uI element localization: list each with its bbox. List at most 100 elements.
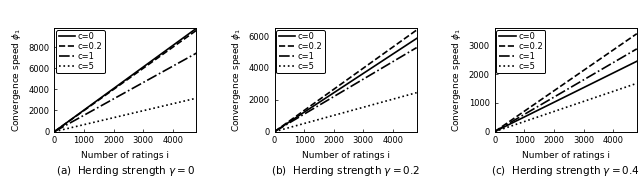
c=0.2 <box>506 121 513 123</box>
c=0.2 <box>108 89 116 92</box>
c=5 <box>604 92 612 94</box>
c=0.2 <box>368 61 376 63</box>
c=5 <box>588 97 596 100</box>
c=5 <box>491 130 499 133</box>
Line: c=5: c=5 <box>54 98 196 132</box>
c=5 <box>148 108 156 110</box>
c=0.2 <box>161 52 169 54</box>
c=5 <box>384 99 392 102</box>
c=0 <box>381 58 389 60</box>
c=1 <box>193 52 200 54</box>
c=5 <box>113 116 121 118</box>
c=0 <box>285 121 293 123</box>
c=1 <box>633 48 640 50</box>
c=5 <box>368 104 376 106</box>
Text: (c)  Herding strength $\gamma = 0.4$: (c) Herding strength $\gamma = 0.4$ <box>492 164 640 178</box>
c=1 <box>602 66 609 68</box>
X-axis label: Number of ratings i: Number of ratings i <box>522 151 610 160</box>
Line: c=1: c=1 <box>54 53 196 132</box>
c=1 <box>108 99 116 101</box>
c=0 <box>491 130 499 133</box>
c=0.2 <box>65 120 73 122</box>
Line: c=5: c=5 <box>275 93 417 132</box>
c=0 <box>384 56 392 58</box>
c=1 <box>604 64 612 67</box>
c=0 <box>604 74 612 77</box>
c=0.2 <box>604 52 612 55</box>
c=0 <box>65 120 73 122</box>
c=1 <box>271 130 278 133</box>
c=0.2 <box>633 33 640 35</box>
c=1 <box>381 65 389 67</box>
c=5 <box>164 104 172 106</box>
c=1 <box>548 97 556 99</box>
Line: c=0.2: c=0.2 <box>495 34 637 132</box>
Legend: c=0, c=0.2, c=1, c=5: c=0, c=0.2, c=1, c=5 <box>276 30 325 73</box>
Y-axis label: Convergence speed $\phi_1$: Convergence speed $\phi_1$ <box>230 28 243 132</box>
c=0 <box>368 67 376 69</box>
c=1 <box>113 96 121 98</box>
c=1 <box>506 122 513 124</box>
c=0 <box>161 50 169 52</box>
c=0 <box>271 130 278 133</box>
Y-axis label: Convergence speed $\phi_1$: Convergence speed $\phi_1$ <box>450 28 463 132</box>
c=0.2 <box>113 86 121 88</box>
c=5 <box>413 92 420 94</box>
c=5 <box>193 97 200 99</box>
c=1 <box>51 130 58 133</box>
Line: c=1: c=1 <box>275 48 417 132</box>
c=0.2 <box>384 49 392 52</box>
Y-axis label: Convergence speed $\phi_1$: Convergence speed $\phi_1$ <box>10 28 23 132</box>
Line: c=0.2: c=0.2 <box>54 30 196 132</box>
c=0.2 <box>148 61 156 63</box>
c=0.2 <box>328 89 336 92</box>
c=1 <box>285 122 293 124</box>
c=1 <box>368 73 376 75</box>
c=0 <box>602 76 609 78</box>
c=0.2 <box>285 120 293 122</box>
c=0.2 <box>333 86 341 88</box>
c=5 <box>161 104 169 107</box>
c=0.2 <box>548 91 556 93</box>
Line: c=0: c=0 <box>495 61 637 132</box>
c=5 <box>633 82 640 84</box>
Line: c=5: c=5 <box>495 83 637 132</box>
c=0.2 <box>193 29 200 31</box>
c=5 <box>108 117 116 119</box>
Text: (a)  Herding strength $\gamma = 0$: (a) Herding strength $\gamma = 0$ <box>56 164 195 178</box>
c=5 <box>602 93 609 95</box>
c=5 <box>285 127 293 129</box>
c=0 <box>413 37 420 39</box>
c=1 <box>491 130 499 133</box>
c=1 <box>328 96 336 99</box>
c=5 <box>554 109 561 111</box>
c=0.2 <box>271 130 278 133</box>
Legend: c=0, c=0.2, c=1, c=5: c=0, c=0.2, c=1, c=5 <box>497 30 545 73</box>
c=0 <box>328 93 336 95</box>
c=0.2 <box>413 29 420 31</box>
Line: c=1: c=1 <box>495 49 637 132</box>
c=1 <box>65 122 73 125</box>
X-axis label: Number of ratings i: Number of ratings i <box>301 151 390 160</box>
c=1 <box>333 93 341 96</box>
c=5 <box>51 130 58 133</box>
c=0 <box>51 130 58 133</box>
c=1 <box>588 74 596 76</box>
c=0.2 <box>381 51 389 54</box>
c=5 <box>506 126 513 128</box>
c=5 <box>381 100 389 102</box>
c=1 <box>164 68 172 70</box>
c=0.2 <box>51 130 58 133</box>
c=0.2 <box>554 87 561 90</box>
c=0.2 <box>588 63 596 65</box>
c=5 <box>65 127 73 129</box>
c=1 <box>161 69 169 71</box>
c=0.2 <box>164 50 172 52</box>
c=1 <box>413 46 420 49</box>
c=5 <box>271 130 278 133</box>
c=1 <box>384 64 392 66</box>
c=0 <box>548 102 556 104</box>
X-axis label: Number of ratings i: Number of ratings i <box>81 151 170 160</box>
c=0 <box>588 82 596 84</box>
c=5 <box>328 115 336 117</box>
